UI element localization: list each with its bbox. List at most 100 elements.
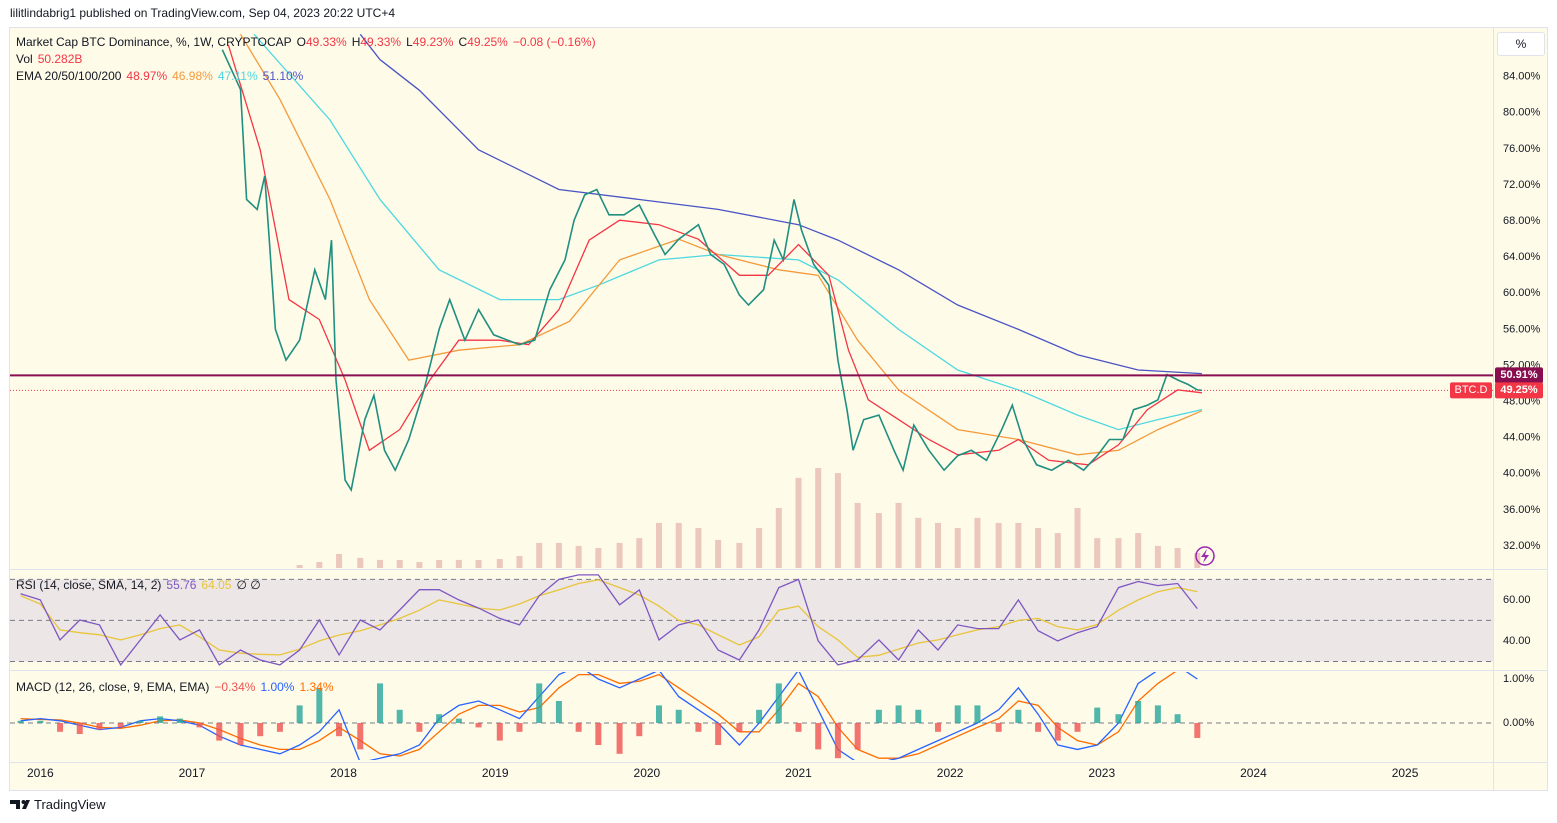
price-tag (1495, 382, 1543, 399)
indicator-title: RSI (14, close, SMA, 14, 2) (16, 578, 162, 592)
histogram-bar (17, 720, 24, 723)
histogram-bar (1094, 707, 1101, 723)
indicator-value: 64.05 (201, 578, 232, 592)
volume-bar (616, 542, 623, 568)
volume-bar (575, 545, 582, 568)
histogram-bar (196, 722, 203, 728)
indicator-value: 55.76 (166, 578, 197, 592)
series-line (20, 672, 1177, 759)
ohlc-value: 49.33% (306, 35, 347, 49)
histogram-bar (1174, 714, 1181, 723)
indicator-value: 1.00% (260, 680, 295, 694)
histogram-bar (795, 722, 802, 732)
symbol-title: Market Cap BTC Dominance, %, 1W, CRYPTOC… (16, 35, 292, 49)
histogram-bar (1054, 722, 1061, 741)
volume-bar (1094, 538, 1101, 568)
histogram-bar (854, 722, 861, 750)
y-tick-label: 68.00% (1503, 215, 1541, 227)
histogram-bar (775, 683, 782, 723)
histogram-bar (536, 683, 543, 723)
histogram-bar (1115, 714, 1122, 723)
volume-bar (1115, 538, 1122, 568)
series-line (221, 49, 1202, 493)
series-line (20, 574, 1198, 667)
histogram-bar (237, 722, 244, 745)
x-tick-label: 2022 (937, 766, 964, 780)
histogram-bar (875, 709, 882, 723)
chart-background (9, 27, 1548, 791)
volume-bar (935, 522, 942, 568)
histogram-bar (595, 722, 602, 745)
series-line (239, 33, 1203, 456)
histogram-bar (455, 718, 462, 723)
histogram-bar (834, 722, 841, 759)
series-line (253, 33, 1203, 431)
histogram-bar (1074, 722, 1081, 732)
legend-row: EMA 20/50/100/200 48.97% 46.98% 47.11% 51.10… (16, 68, 601, 85)
histogram-bar (416, 722, 423, 732)
histogram-bar (756, 709, 763, 723)
rsi-legend: RSI (14, close, SMA, 14, 2) 55.76 64.05 ∅ ∅ (16, 577, 266, 594)
volume-bar (695, 528, 702, 568)
volume-bar (974, 517, 981, 568)
histogram-bar (675, 709, 682, 723)
ohlc-value: 49.33% (360, 35, 402, 49)
volume-bar (775, 508, 782, 568)
volume-bar (954, 528, 961, 568)
histogram-bar (555, 700, 562, 723)
ema-value: 48.97% (126, 69, 168, 83)
volume-bar (736, 542, 743, 568)
y-tick-label: 60.00 (1503, 594, 1531, 606)
volume-bar (915, 517, 922, 568)
y-tick-label: 64.00% (1503, 251, 1541, 263)
histogram-bar (496, 722, 503, 741)
histogram-bar (137, 720, 144, 723)
histogram-bar (1135, 700, 1142, 723)
y-tick-label: 40.00% (1503, 468, 1541, 480)
legend-row: Vol 50.282B (16, 51, 601, 68)
y-tick-label: 32.00% (1503, 540, 1541, 552)
volume-bar (455, 559, 462, 568)
ema-label: EMA 20/50/100/200 (16, 69, 122, 83)
ohlc-value: 49.23% (412, 35, 454, 49)
series-line (227, 44, 1202, 466)
volume-bar (336, 553, 343, 568)
scale-mode-button[interactable]: % (1497, 32, 1545, 56)
histogram-bar (436, 714, 443, 723)
main-legend: Market Cap BTC Dominance, %, 1W, CRYPTOC… (16, 34, 601, 85)
brand-name: TradingView (34, 797, 106, 812)
volume-bar (1035, 528, 1042, 568)
volume-bar (357, 557, 364, 568)
histogram-bar (915, 709, 922, 723)
x-tick-label: 2023 (1088, 766, 1115, 780)
histogram-bar (715, 722, 722, 745)
volume-bar (516, 556, 523, 568)
histogram-bar (475, 722, 482, 728)
volume-bar (795, 477, 802, 568)
volume-bar (715, 539, 722, 568)
x-tick-label: 2017 (179, 766, 206, 780)
ema-value: 47.11% (217, 69, 258, 83)
y-tick-label: 72.00% (1503, 179, 1541, 191)
volume-bar (1135, 533, 1142, 568)
volume-label: Vol (16, 52, 33, 66)
histogram-bar (895, 705, 902, 723)
y-tick-label: 44.00% (1503, 432, 1541, 444)
hline-tag (1495, 367, 1543, 384)
volume-bar (475, 559, 482, 568)
volume-bar (316, 562, 323, 568)
histogram-bar (96, 722, 103, 730)
byline: lilitlindabrig1 published on TradingView… (10, 6, 396, 20)
y-tick-label: 1.00% (1503, 673, 1534, 685)
volume-bar (636, 538, 643, 568)
histogram-bar (516, 722, 523, 732)
price-tag-label: 49.25% (1500, 384, 1538, 396)
histogram-bar (736, 722, 743, 732)
histogram-bar (257, 722, 264, 737)
y-tick-label: 84.00% (1503, 71, 1541, 83)
histogram-bar (336, 722, 343, 737)
indicator-value: 1.34% (299, 680, 334, 694)
panel (10, 574, 1493, 667)
ohlc-key: C (458, 35, 468, 49)
